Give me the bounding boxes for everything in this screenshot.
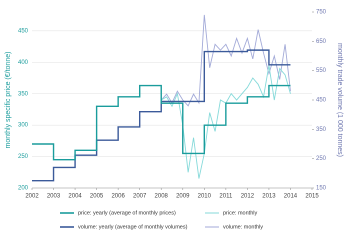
y2-tick-label: 150 xyxy=(316,186,327,192)
x-tick-label: 2005 xyxy=(90,194,104,200)
y-tick-label: 200 xyxy=(18,186,29,192)
x-tick-label: 2006 xyxy=(111,194,125,200)
x-tick-label: 2008 xyxy=(155,194,169,200)
x-tick-label: 2015 xyxy=(305,194,319,200)
y-tick-label: 300 xyxy=(18,123,29,129)
y2-tick-label: 250 xyxy=(316,156,327,162)
y2-tick-label: 550 xyxy=(316,68,327,74)
y-tick-label: 250 xyxy=(18,154,29,160)
y2-tick-label: 350 xyxy=(316,127,327,133)
y2-tick-label: 650 xyxy=(316,39,327,45)
legend-label: price: monthly xyxy=(223,210,257,216)
x-tick-label: 2011 xyxy=(219,194,233,200)
x-tick-label: 2003 xyxy=(47,194,61,200)
y-tick-label: 450 xyxy=(18,28,29,34)
y2-tick-label: 450 xyxy=(316,98,327,104)
y2-axis-label: monthly trade volume (1 000 tonnes) xyxy=(336,43,343,157)
y-tick-label: 400 xyxy=(18,60,29,66)
series-line xyxy=(160,14,291,107)
y2-tick-label: 750 xyxy=(316,10,327,16)
y-tick-label: 350 xyxy=(18,91,29,97)
x-tick-label: 2013 xyxy=(262,194,276,200)
series-line xyxy=(32,84,291,161)
x-tick-label: 2012 xyxy=(241,194,255,200)
x-tick-label: 2004 xyxy=(68,194,82,200)
legend-label: volume: monthly xyxy=(223,224,263,230)
legend-label: price: yearly (average of monthly prices… xyxy=(78,210,176,216)
series-line xyxy=(32,49,291,182)
x-tick-label: 2007 xyxy=(133,194,147,200)
x-tick-label: 2009 xyxy=(176,194,190,200)
legend-label: volume: yearly (average of monthly volum… xyxy=(78,224,188,230)
chart: monthly specific price (€/tonne) monthly… xyxy=(5,10,343,231)
x-tick-label: 2014 xyxy=(284,194,298,200)
x-tick-label: 2010 xyxy=(198,194,212,200)
x-tick-label: 2002 xyxy=(25,194,39,200)
y-axis-label: monthly specific price (€/tonne) xyxy=(5,52,12,149)
